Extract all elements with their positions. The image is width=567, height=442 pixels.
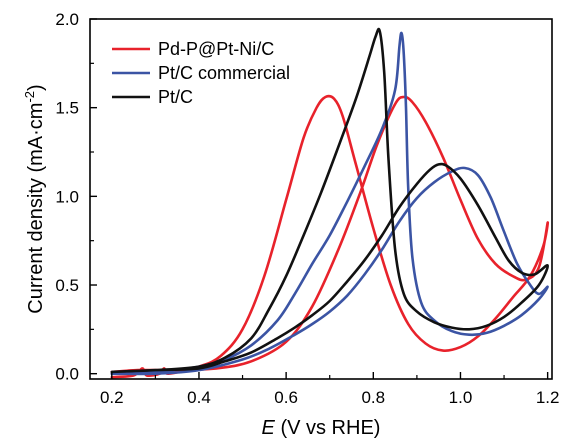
y-axis-label-main: Current density (mA·cm [25, 103, 47, 314]
y-tick-label: 1.0 [55, 187, 79, 206]
y-tick-label: 0.5 [55, 276, 79, 295]
y-axis-label-end: ) [25, 84, 47, 91]
legend: Pd-P@Pt-Ni/C Pt/C commercial Pt/C [112, 39, 290, 107]
series-line-0 [110, 94, 550, 379]
x-tick-label: 0.6 [274, 388, 298, 407]
x-tick-label: 0.8 [361, 388, 385, 407]
series-line-2 [110, 27, 549, 374]
legend-label-1: Pt/C commercial [158, 63, 290, 83]
x-axis-unit: (V vs RHE) [275, 417, 381, 439]
x-tick-label: 1.0 [449, 388, 473, 407]
legend-label-0: Pd-P@Pt-Ni/C [158, 39, 274, 59]
y-axis-label: Current density (mA·cm-2) [22, 84, 47, 313]
x-tick-label: 1.2 [536, 388, 560, 407]
y-tick-label: 0.0 [55, 365, 79, 384]
curves-group [110, 27, 550, 379]
x-tick-label: 0.2 [100, 388, 124, 407]
y-tick-label: 2.0 [55, 10, 79, 29]
x-axis-label: E (V vs RHE) [262, 417, 381, 439]
series-line-1 [110, 31, 549, 376]
y-tick-label: 1.5 [55, 99, 79, 118]
x-tick-label: 0.4 [187, 388, 211, 407]
y-axis-label-sup: -2 [22, 91, 37, 103]
plot-frame [89, 18, 553, 380]
x-axis-variable: E [262, 417, 276, 439]
ticks-group: 0.2 0.4 0.6 0.8 1.0 1.2 0.0 0.5 1.0 1.5 2.0 [55, 10, 559, 407]
legend-label-2: Pt/C [158, 87, 193, 107]
